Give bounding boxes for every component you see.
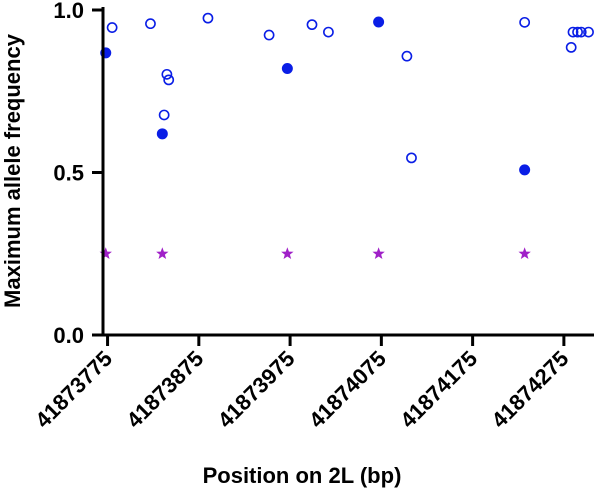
open-circle-point	[161, 68, 173, 80]
y-axis-title: Maximum allele frequency	[0, 33, 25, 308]
x-tick-label: 41873875	[121, 346, 208, 433]
x-tick-label: 41873775	[30, 346, 117, 433]
open-circle-point	[306, 19, 318, 31]
filled-circle-point	[156, 128, 168, 140]
y-tick-label: 0.0	[53, 323, 84, 348]
data-points	[99, 12, 594, 260]
open-circle-point	[406, 152, 417, 164]
x-axis-title: Position on 2L (bp)	[203, 463, 402, 488]
star-marker	[281, 247, 294, 260]
x-tick-label: 41874275	[487, 346, 574, 433]
open-circle-point	[565, 41, 577, 53]
star-marker	[372, 247, 385, 260]
x-axis-ticks: 41873775 41873875 41873975 41874075 41874175…	[30, 335, 573, 433]
open-circle-point	[567, 26, 579, 38]
open-circle-point	[572, 26, 583, 38]
x-tick-label: 41874175	[395, 346, 482, 433]
x-tick-label: 41873975	[213, 346, 300, 433]
filled-circle-point	[281, 63, 293, 74]
filled-circle-point	[373, 16, 385, 28]
open-circle-point	[519, 16, 531, 28]
open-circle-point	[158, 109, 170, 121]
y-tick-label: 1.0	[53, 0, 84, 23]
open-circle-point	[202, 12, 214, 24]
open-circle-point	[575, 26, 587, 38]
x-tick-label: 41874075	[304, 346, 391, 433]
open-circle-point	[106, 22, 118, 33]
star-marker	[518, 247, 531, 260]
open-circle-point	[401, 50, 413, 62]
star-marker	[156, 247, 169, 260]
open-circle-point	[323, 26, 334, 38]
filled-circle-point	[519, 164, 531, 176]
open-circle-point	[263, 29, 275, 41]
open-circle-point	[145, 18, 156, 30]
star-marker	[99, 247, 112, 260]
y-axis-ticks: 0.0 0.5 1.0	[53, 0, 103, 348]
open-circle-point	[163, 74, 175, 86]
y-tick-label: 0.5	[53, 161, 84, 186]
open-circle-point	[583, 26, 594, 38]
